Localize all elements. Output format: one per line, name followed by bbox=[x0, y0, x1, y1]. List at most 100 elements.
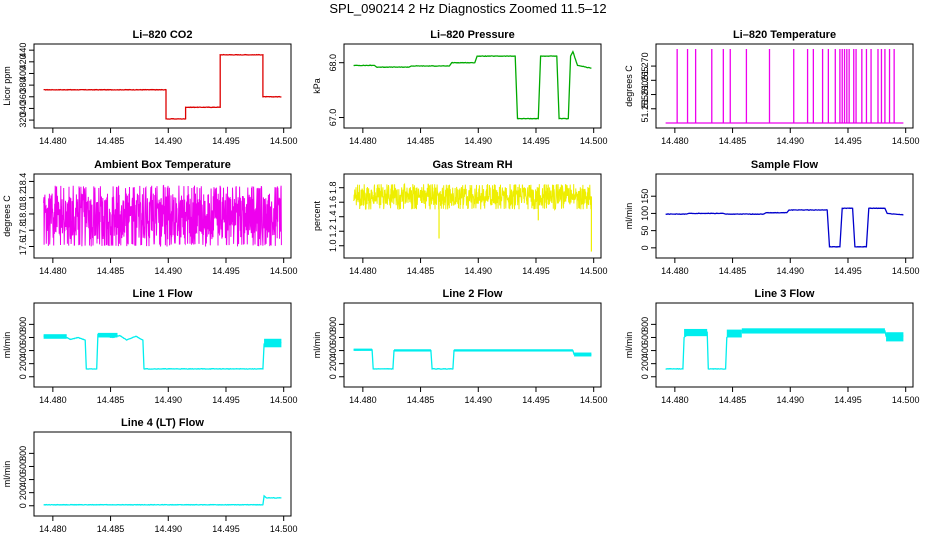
series-line bbox=[665, 329, 904, 370]
series-line bbox=[665, 207, 904, 248]
chart-panel: Line 1 Flow 14.480 14.485 14.490 14.495 14.50… bbox=[2, 288, 297, 405]
y-tick-label: 1.2 bbox=[328, 225, 338, 238]
plot-frame bbox=[343, 43, 602, 129]
noise-trace bbox=[353, 182, 592, 212]
y-tick-label: 420 bbox=[18, 54, 28, 69]
data-layer bbox=[665, 328, 904, 370]
y-tick-label: 400 bbox=[328, 343, 338, 358]
x-tick-label: 14.490 bbox=[777, 395, 805, 405]
x-tick-label: 14.480 bbox=[39, 395, 67, 405]
y-tick-label: 800 bbox=[640, 317, 650, 332]
y-tick-label: 400 bbox=[640, 343, 650, 358]
chart-panel: Line 3 Flow 14.480 14.485 14.490 14.495 14.50… bbox=[624, 288, 919, 405]
panel-title: Li–820 Temperature bbox=[733, 29, 836, 41]
y-tick-label: 51.255 bbox=[640, 95, 650, 123]
y-tick-label: 0 bbox=[18, 374, 28, 379]
y-axis-label: ml/min bbox=[2, 332, 12, 359]
chart-panel: Sample Flow 14.480 14.485 14.490 14.495 14.50… bbox=[624, 159, 919, 276]
x-tick-label: 14.490 bbox=[155, 136, 183, 146]
panel-title: Ambient Box Temperature bbox=[94, 159, 231, 171]
panel-title: Line 1 Flow bbox=[133, 288, 193, 300]
y-tick-label: 0 bbox=[640, 374, 650, 379]
plot-frame bbox=[655, 43, 914, 129]
y-tick-label: 0 bbox=[640, 245, 650, 250]
x-tick-label: 14.495 bbox=[212, 524, 240, 534]
y-axis-label: ml/min bbox=[2, 461, 12, 488]
figure-title: SPL_090214 2 Hz Diagnostics Zoomed 11.5–… bbox=[329, 1, 606, 16]
x-tick-label: 14.490 bbox=[777, 266, 805, 276]
x-tick-label: 14.500 bbox=[270, 395, 298, 405]
y-tick-label: 51.270 bbox=[640, 52, 650, 80]
plot-frame bbox=[33, 173, 292, 259]
panel-title: Li–820 CO2 bbox=[133, 29, 193, 41]
y-tick-label: 1.4 bbox=[328, 210, 338, 223]
x-tick-label: 14.485 bbox=[97, 524, 125, 534]
panel-grid: Li–820 CO2 14.480 14.485 14.490 14.495 14.500… bbox=[2, 29, 919, 534]
y-tick-label: 360 bbox=[18, 89, 28, 104]
x-tick-label: 14.485 bbox=[97, 136, 125, 146]
panel-title: Sample Flow bbox=[751, 159, 819, 171]
plot-frame bbox=[343, 173, 602, 259]
y-tick-label: 440 bbox=[18, 43, 28, 58]
plot-frame bbox=[33, 43, 292, 129]
panel-title: Li–820 Pressure bbox=[430, 29, 514, 41]
x-tick-label: 14.500 bbox=[270, 136, 298, 146]
x-tick-label: 14.480 bbox=[349, 136, 377, 146]
data-layer bbox=[43, 494, 282, 506]
x-tick-label: 14.500 bbox=[892, 395, 920, 405]
data-layer bbox=[353, 50, 592, 120]
x-tick-label: 14.495 bbox=[522, 395, 550, 405]
x-tick-label: 14.480 bbox=[349, 266, 377, 276]
y-tick-label: 340 bbox=[18, 101, 28, 116]
chart-panel: Li–820 CO2 14.480 14.485 14.490 14.495 14.500… bbox=[2, 29, 297, 146]
panel-title: Gas Stream RH bbox=[432, 159, 512, 171]
x-tick-label: 14.480 bbox=[39, 136, 67, 146]
y-axis-label: degrees C bbox=[2, 195, 12, 237]
y-tick-label: 18.0 bbox=[18, 205, 28, 223]
x-tick-label: 14.500 bbox=[270, 266, 298, 276]
data-layer bbox=[43, 184, 282, 247]
panel-title: Line 4 (LT) Flow bbox=[121, 417, 204, 429]
plot-frame bbox=[33, 302, 292, 388]
chart-panel: Gas Stream RH 14.480 14.485 14.490 14.495 14.… bbox=[312, 159, 607, 276]
plot-frame bbox=[655, 302, 914, 388]
x-tick-label: 14.480 bbox=[39, 266, 67, 276]
x-tick-label: 14.495 bbox=[212, 266, 240, 276]
y-axis-label: ml/min bbox=[624, 332, 634, 359]
x-tick-label: 14.500 bbox=[580, 395, 608, 405]
x-tick-label: 14.480 bbox=[661, 266, 689, 276]
y-tick-label: 600 bbox=[328, 330, 338, 345]
y-tick-label: 600 bbox=[18, 459, 28, 474]
data-layer bbox=[665, 49, 904, 124]
x-tick-label: 14.480 bbox=[661, 395, 689, 405]
x-tick-label: 14.495 bbox=[522, 136, 550, 146]
y-tick-label: 400 bbox=[18, 343, 28, 358]
panel-title: Line 3 Flow bbox=[755, 288, 815, 300]
y-tick-label: 1.0 bbox=[328, 239, 338, 252]
x-tick-label: 14.490 bbox=[465, 395, 493, 405]
y-tick-label: 200 bbox=[18, 356, 28, 371]
y-tick-label: 150 bbox=[640, 189, 650, 204]
y-axis-label: kPa bbox=[312, 78, 322, 94]
data-layer bbox=[665, 207, 904, 248]
y-tick-label: 800 bbox=[18, 317, 28, 332]
y-tick-label: 320 bbox=[18, 113, 28, 128]
x-tick-label: 14.500 bbox=[270, 524, 298, 534]
x-tick-label: 14.485 bbox=[407, 266, 435, 276]
x-tick-label: 14.490 bbox=[155, 266, 183, 276]
y-axis-label: ml/min bbox=[624, 203, 634, 230]
x-tick-label: 14.500 bbox=[892, 136, 920, 146]
y-axis-label: percent bbox=[312, 200, 322, 231]
x-tick-label: 14.480 bbox=[349, 395, 377, 405]
y-tick-label: 17.6 bbox=[18, 238, 28, 256]
x-tick-label: 14.485 bbox=[97, 395, 125, 405]
y-tick-label: 18.4 bbox=[18, 173, 28, 191]
noise-band bbox=[726, 329, 742, 338]
x-tick-label: 14.490 bbox=[777, 136, 805, 146]
y-tick-label: 600 bbox=[640, 330, 650, 345]
y-tick-label: 380 bbox=[18, 78, 28, 93]
chart-panel: Ambient Box Temperature 14.480 14.485 14.49… bbox=[2, 159, 297, 276]
y-tick-label: 200 bbox=[640, 356, 650, 371]
x-tick-label: 14.485 bbox=[407, 395, 435, 405]
x-tick-label: 14.495 bbox=[522, 266, 550, 276]
